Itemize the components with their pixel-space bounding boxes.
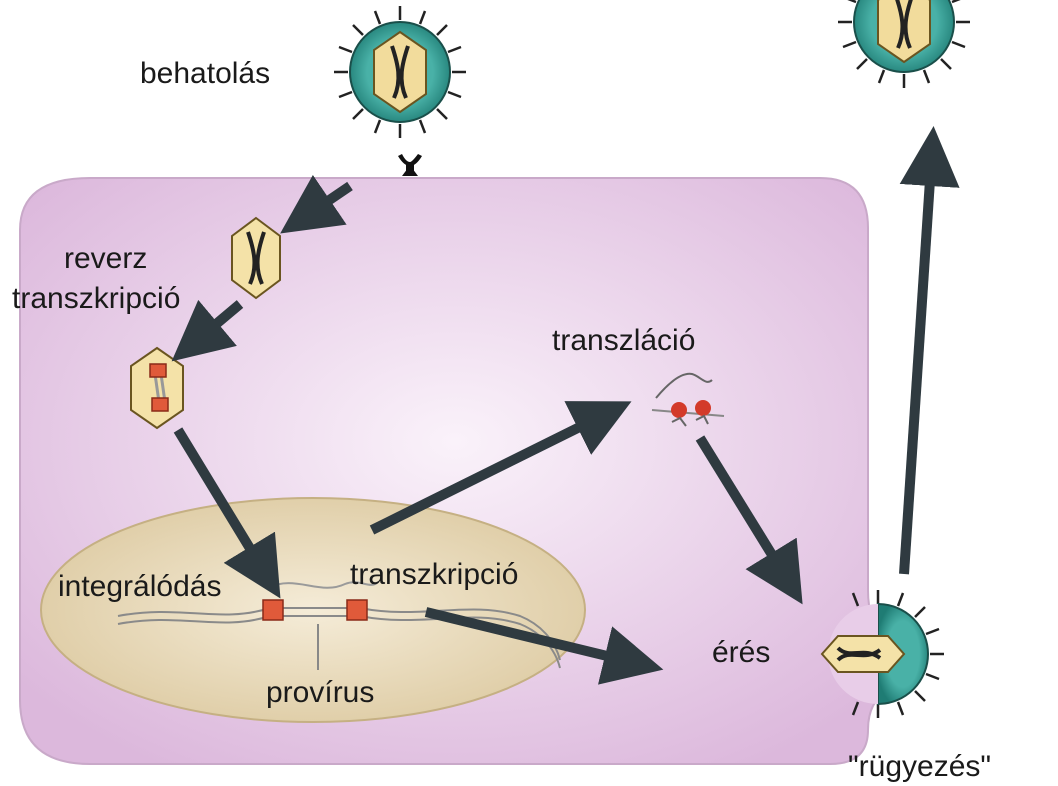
budding-virus [820,590,944,718]
label-integration: integrálódás [58,570,221,603]
label-budding: "rügyezés" [848,750,991,783]
label-maturation: érés [712,636,770,669]
capsid-uncoated [231,216,281,300]
ribosome-translation [651,372,725,427]
arrow-entry-to-capsid [280,174,353,234]
arrow-budding-to-release [899,126,960,575]
capsid-with-dna [130,346,184,430]
virus-released [838,0,970,88]
label-reverse-transcription-1: reverz [64,242,147,275]
label-translation: transzláció [552,324,695,357]
process-arrows [171,126,960,685]
label-entry: behatolás [140,57,270,90]
arrow-nucleus-to-maturation [424,607,664,685]
arrow-nucleus-to-translation [369,401,632,535]
provirus-marker-right [346,599,368,621]
label-provirus: provírus [266,676,374,709]
membrane-receptor [398,154,422,176]
provirus-marker-left [262,599,284,621]
label-transcription: transzkripció [350,558,518,591]
arrow-capsid-to-rt [171,299,244,362]
arrow-translation-to-maturation [695,435,803,605]
virus-entry [334,6,466,138]
arrow-rt-to-nucleus [173,427,281,599]
nucleus [40,497,586,723]
label-reverse-transcription-2: transzkripció [12,282,180,315]
